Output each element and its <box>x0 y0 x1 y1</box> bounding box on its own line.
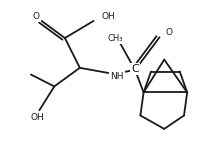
Text: OH: OH <box>30 113 44 122</box>
Text: O: O <box>33 12 40 21</box>
Text: OH: OH <box>102 12 115 21</box>
Text: C: C <box>131 64 139 74</box>
Text: NH: NH <box>110 71 124 81</box>
Text: CH₃: CH₃ <box>107 34 123 43</box>
Text: O: O <box>166 28 173 37</box>
